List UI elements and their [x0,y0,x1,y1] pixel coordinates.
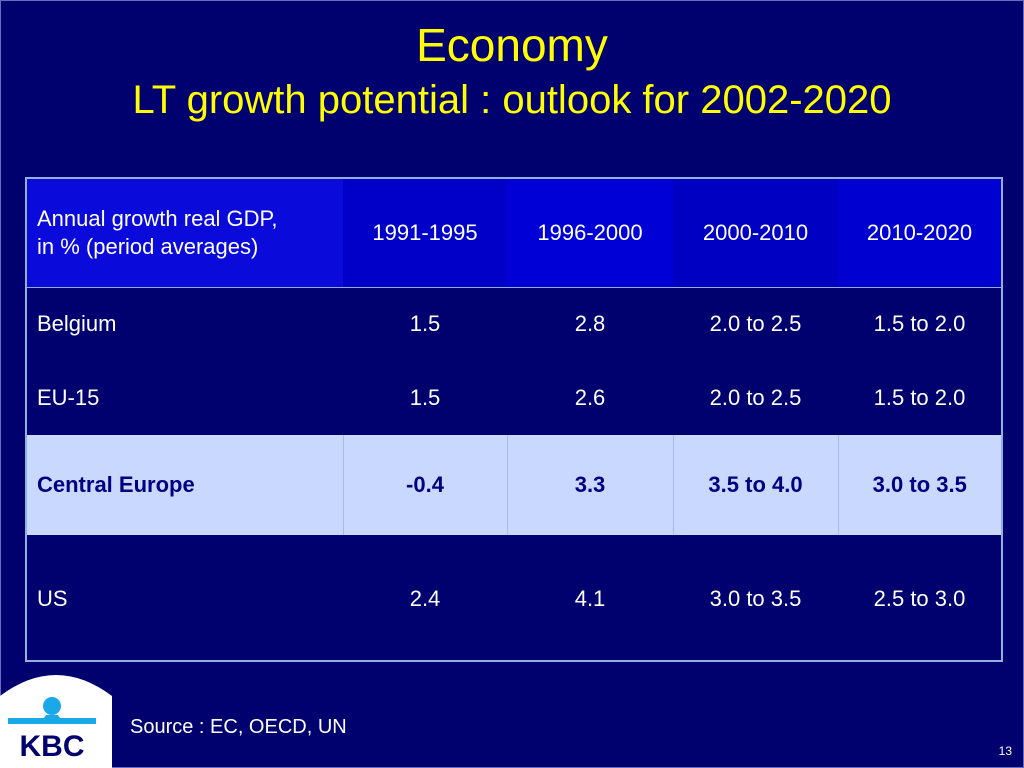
table-cell: 1.5 to 2.0 [838,361,1001,435]
row-label: US [27,535,343,660]
header-cell-1991-1995: 1991-1995 [343,179,507,287]
table-cell: 1.5 [343,361,507,435]
table-row-central-europe: Central Europe -0.4 3.3 3.5 to 4.0 3.0 t… [27,435,1001,535]
table-header-row: Annual growth real GDP, in % (period aver… [27,179,1001,287]
kbc-logo: KBC [0,675,112,768]
page-number: 13 [998,744,1012,758]
table-cell: 2.4 [343,535,507,660]
row-label: Belgium [27,286,343,361]
table-cell: 3.0 to 3.5 [673,535,838,660]
source-note: Source : EC, OECD, UN [130,716,347,738]
table-cell: 4.1 [507,535,673,660]
header-description-line: Annual growth real GDP, [37,205,278,231]
table-cell: 2.5 to 3.0 [838,535,1001,660]
header-description-line: in % (period averages) [37,233,259,259]
table-cell: 3.3 [506,435,673,535]
table-row-us: US 2.4 4.1 3.0 to 3.5 2.5 to 3.0 [27,535,1001,660]
slide-subtitle: LT growth potential : outlook for 2002-2… [132,78,892,122]
row-label: Central Europe [27,435,343,535]
row-label: EU-15 [27,361,343,435]
table-cell: 2.6 [507,361,673,435]
header-cell-1996-2000: 1996-2000 [507,179,673,287]
table-cell: 2.8 [507,286,673,361]
table-cell: -0.4 [342,435,507,535]
header-cell-2010-2020: 2010-2020 [838,179,1001,287]
svg-text:KBC: KBC [20,730,85,763]
table-cell: 1.5 to 2.0 [838,286,1001,361]
slide-title: Economy [416,19,608,71]
table-row-eu15: EU-15 1.5 2.6 2.0 to 2.5 1.5 to 2.0 [27,361,1001,435]
table-cell: 3.0 to 3.5 [837,435,1001,535]
header-cell-2000-2010: 2000-2010 [673,179,838,287]
table-cell: 2.0 to 2.5 [673,361,838,435]
table-cell: 1.5 [343,286,507,361]
table-cell: 3.5 to 4.0 [672,435,838,535]
gdp-growth-table: Annual growth real GDP, in % (period aver… [25,177,1003,662]
table-cell: 2.0 to 2.5 [673,286,838,361]
table-row-belgium: Belgium 1.5 2.8 2.0 to 2.5 1.5 to 2.0 [27,286,1001,361]
header-cell-description: Annual growth real GDP, in % (period aver… [27,179,343,287]
